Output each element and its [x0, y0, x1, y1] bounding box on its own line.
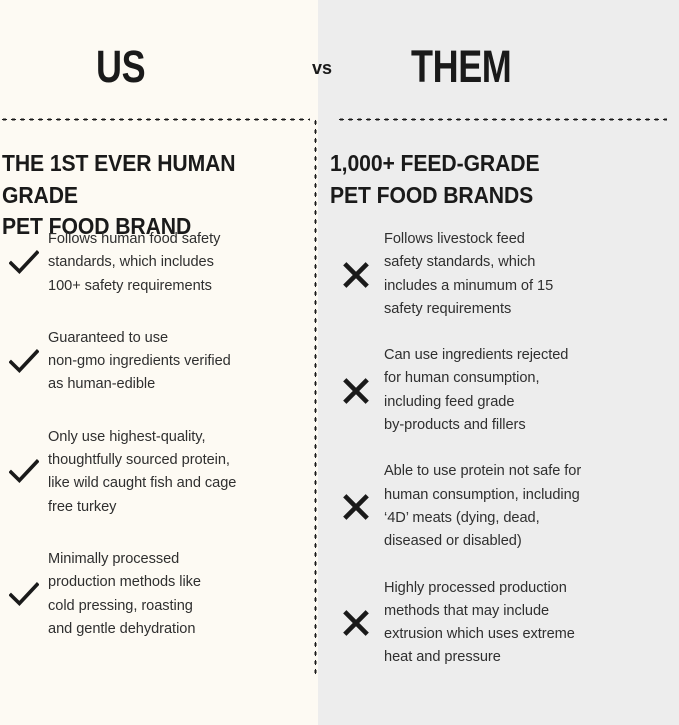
checkmark-icon — [0, 249, 48, 276]
divider-rule-them — [337, 118, 667, 121]
cross-icon — [328, 610, 384, 637]
column-title-them: THEM — [411, 41, 512, 92]
us-item-text: Follows human food safety standards, whi… — [48, 231, 221, 294]
column-divider — [314, 118, 317, 676]
column-them: THEM 1,000+ FEED-GRADE PET FOOD BRANDS F… — [318, 0, 679, 725]
list-item: Follows livestock feed safety standards,… — [318, 228, 679, 321]
them-section-heading: 1,000+ FEED-GRADE PET FOOD BRANDS — [330, 150, 540, 208]
list-item: Guaranteed to use non-gmo ingredients ve… — [0, 327, 318, 397]
list-item: Able to use protein not safe for human c… — [318, 460, 679, 553]
list-item: Only use highest-quality, thoughtfully s… — [0, 426, 318, 519]
checkmark-icon — [0, 581, 48, 608]
us-header-band: US — [0, 0, 318, 119]
checkmark-icon — [0, 348, 48, 375]
divider-rule-us — [0, 118, 310, 121]
them-item-text: Highly processed production methods that… — [384, 579, 575, 666]
them-item-text: Can use ingredients rejected for human c… — [384, 347, 569, 434]
cross-icon — [328, 494, 384, 520]
us-item-text: Guaranteed to use non-gmo ingredients ve… — [48, 329, 231, 393]
cross-icon — [328, 377, 384, 404]
them-item-text: Follows livestock feed safety standards,… — [384, 231, 554, 317]
us-item-text: Minimally processed production methods l… — [48, 550, 201, 637]
them-header-band: THEM — [318, 0, 679, 119]
us-section-heading: THE 1ST EVER HUMAN GRADE PET FOOD BRAND — [2, 150, 236, 240]
column-title-us: US — [96, 41, 146, 92]
list-item: Can use ingredients rejected for human c… — [318, 344, 679, 437]
list-item: Follows human food safety standards, whi… — [0, 228, 318, 298]
checkmark-icon — [0, 459, 48, 485]
them-drawback-list: Follows livestock feed safety standards,… — [318, 228, 679, 693]
us-benefit-list: Follows human food safety standards, whi… — [0, 228, 318, 670]
list-item: Highly processed production methods that… — [318, 577, 679, 670]
list-item: Minimally processed production methods l… — [0, 548, 318, 641]
vs-label: vs — [311, 58, 333, 78]
them-item-text: Able to use protein not safe for human c… — [384, 463, 582, 550]
cross-icon — [328, 261, 384, 288]
us-item-text: Only use highest-quality, thoughtfully s… — [48, 428, 237, 515]
column-us: US THE 1ST EVER HUMAN GRADE PET FOOD BRA… — [0, 0, 318, 725]
